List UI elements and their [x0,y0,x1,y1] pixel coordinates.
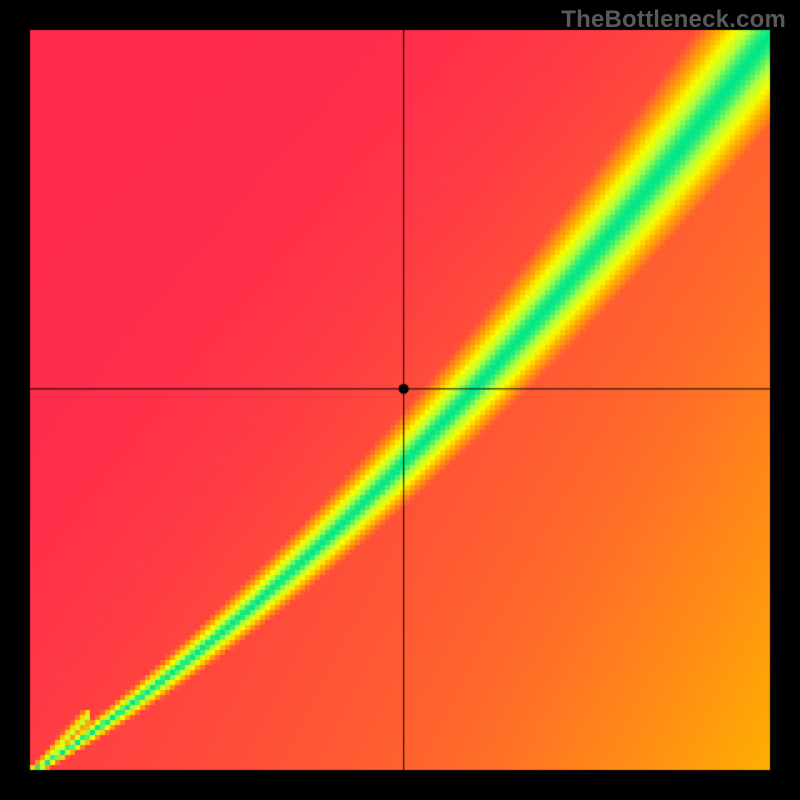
heatmap-canvas [0,0,800,800]
chart-container: TheBottleneck.com [0,0,800,800]
watermark-text: TheBottleneck.com [561,6,786,34]
